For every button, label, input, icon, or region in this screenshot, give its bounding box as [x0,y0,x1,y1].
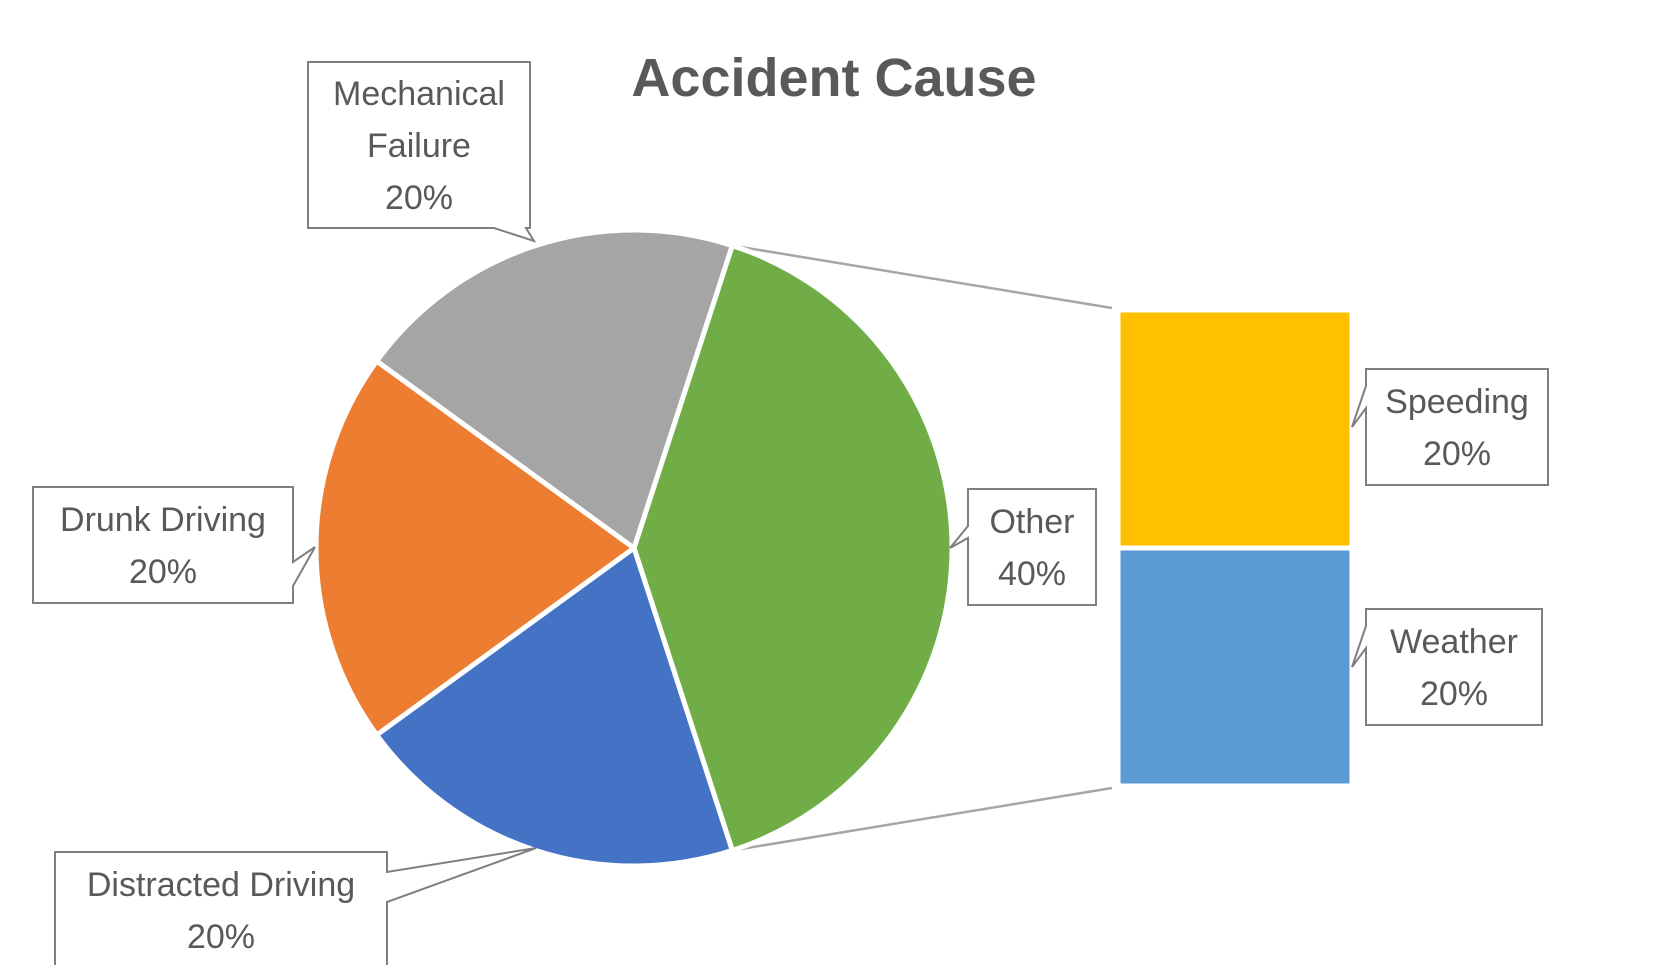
chart-title: Accident Cause [631,48,1036,108]
callout-box [32,486,316,604]
callout-category: Other [989,503,1074,541]
callout-category: Weather [1390,623,1518,661]
callout-value: 20% [1420,675,1488,713]
connector-line-top [732,244,1113,310]
callout-value: 40% [998,555,1066,593]
bar-segment-weather [1115,545,1355,789]
callout-drunk-driving: Drunk Driving 20% [32,486,316,604]
callout-other: Other 40% [949,488,1097,606]
callout-category: Drunk Driving [60,501,266,539]
callout-box [949,488,1097,606]
pie-slices [313,227,955,869]
callout-box [1351,368,1549,486]
callout-value: 20% [1423,435,1491,473]
callout-weather: Weather 20% [1351,608,1543,726]
callout-category: Mechanical [333,75,505,113]
callout-distracted-driving: Distracted Driving 20% [54,847,537,965]
connector-lines [732,244,1113,852]
callout-speeding: Speeding 20% [1351,368,1549,486]
callout-category: Speeding [1385,383,1529,421]
pie-slice-drunk-driving [313,358,637,738]
callout-value: 20% [385,179,453,217]
bar-segment-speeding [1115,307,1355,551]
callout-category: Failure [367,127,471,165]
callout-value: 20% [187,918,255,956]
pie-slice-mechanical-failure [374,227,735,551]
callout-box [1351,608,1543,726]
callout-box [54,847,537,965]
pie-slice-distracted-driving [374,545,735,869]
callout-mechanical-failure: Mechanical Failure 20% [307,61,537,243]
callout-box [307,61,537,243]
callout-value: 20% [129,553,197,591]
breakdown-bar [1115,307,1355,789]
callout-category: Distracted Driving [87,866,355,904]
connector-line-bottom [732,786,1113,852]
